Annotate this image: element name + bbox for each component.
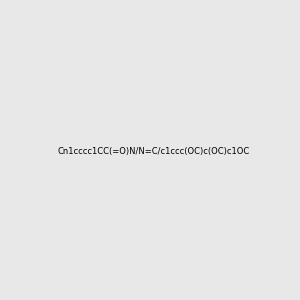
Text: Cn1cccc1CC(=O)N/N=C/c1ccc(OC)c(OC)c1OC: Cn1cccc1CC(=O)N/N=C/c1ccc(OC)c(OC)c1OC (58, 147, 250, 156)
